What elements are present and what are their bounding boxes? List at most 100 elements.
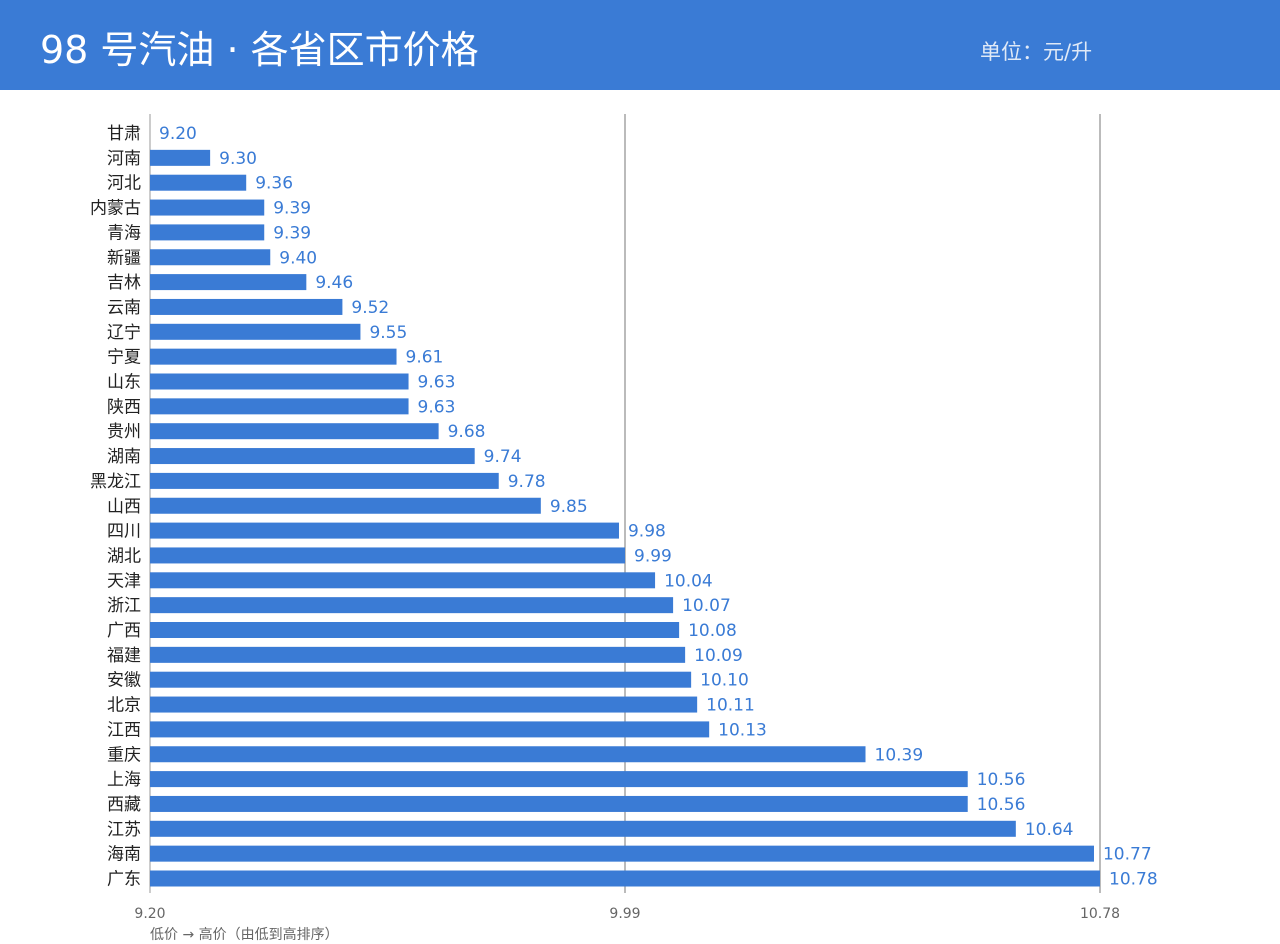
category-label: 河北 — [107, 174, 141, 194]
value-label: 9.39 — [273, 199, 311, 219]
bar — [150, 298, 343, 315]
bar — [150, 472, 499, 489]
value-label: 9.52 — [351, 298, 389, 318]
x-tick-label: 9.20 — [134, 906, 165, 922]
category-label: 天津 — [107, 571, 141, 591]
value-label: 10.39 — [875, 745, 924, 765]
value-label: 9.78 — [508, 472, 546, 492]
bar — [150, 522, 619, 539]
category-label: 四川 — [107, 522, 141, 542]
bar — [150, 572, 656, 589]
x-tick-label: 10.78 — [1080, 906, 1120, 922]
bar — [150, 597, 674, 614]
bar — [150, 671, 692, 688]
value-label: 9.20 — [159, 124, 197, 144]
category-label: 湖南 — [107, 447, 141, 467]
value-label: 9.30 — [219, 149, 257, 169]
bar — [150, 373, 409, 390]
value-label: 9.68 — [448, 422, 486, 442]
category-label: 海南 — [107, 845, 141, 865]
sort-footnote: 低价 → 高价（由低到高排序） — [150, 927, 339, 943]
value-label: 10.11 — [706, 696, 755, 716]
value-label: 10.56 — [977, 770, 1026, 790]
category-label: 上海 — [107, 770, 141, 790]
category-label: 贵州 — [107, 422, 141, 442]
bar — [150, 746, 866, 763]
bar — [150, 274, 307, 291]
page-title: 98 号汽油 · 各省区市价格 — [40, 28, 479, 72]
bar — [150, 696, 698, 713]
category-label: 甘肃 — [107, 124, 141, 144]
label-layer: 甘肃 9.20 河南 9.30 河北 9.36 内蒙古 9.39 青海 9.39 新疆 9.40 吉林 9… — [90, 124, 1158, 890]
value-label: 10.56 — [977, 795, 1026, 815]
bar — [150, 795, 968, 812]
category-label: 陕西 — [107, 397, 141, 417]
value-label: 10.10 — [700, 671, 749, 691]
x-tick-label: 9.99 — [609, 906, 640, 922]
category-label: 青海 — [107, 223, 141, 243]
bar — [150, 646, 686, 663]
category-label: 内蒙古 — [90, 199, 141, 219]
value-label: 9.40 — [279, 248, 317, 268]
value-label: 10.64 — [1025, 820, 1074, 840]
value-label: 10.78 — [1109, 870, 1158, 890]
category-label: 江西 — [107, 720, 141, 740]
bar — [150, 398, 409, 415]
category-label: 河南 — [107, 149, 141, 169]
value-label: 10.08 — [688, 621, 737, 641]
category-label: 浙江 — [107, 596, 141, 616]
category-label: 广西 — [107, 621, 141, 641]
category-label: 广东 — [107, 870, 141, 890]
category-label: 安徽 — [107, 671, 141, 691]
bar — [150, 249, 271, 266]
value-label: 10.09 — [694, 646, 743, 666]
tick-layer: 9.20 9.99 10.78 — [134, 906, 1120, 922]
bar — [150, 323, 361, 340]
bar — [150, 721, 710, 738]
category-label: 北京 — [107, 696, 141, 716]
value-label: 10.04 — [664, 571, 713, 591]
value-label: 10.13 — [718, 720, 767, 740]
bar — [150, 348, 397, 365]
category-label: 云南 — [107, 298, 141, 318]
category-label: 山西 — [107, 497, 141, 517]
value-label: 9.74 — [484, 447, 522, 467]
category-label: 宁夏 — [107, 348, 141, 368]
value-label: 9.99 — [634, 546, 672, 566]
bar — [150, 423, 439, 440]
header-bar: 98 号汽油 · 各省区市价格 单位：元/升 — [0, 0, 1280, 90]
category-label: 新疆 — [107, 248, 141, 268]
value-label: 9.46 — [315, 273, 353, 293]
value-label: 10.77 — [1103, 845, 1152, 865]
value-label: 9.39 — [273, 223, 311, 243]
bar — [150, 870, 1100, 887]
value-label: 9.63 — [418, 397, 456, 417]
bar — [150, 224, 265, 241]
category-label: 辽宁 — [107, 323, 141, 343]
bar — [150, 448, 475, 465]
bar — [150, 820, 1016, 837]
category-label: 福建 — [107, 646, 141, 666]
category-label: 湖北 — [107, 546, 141, 566]
value-label: 9.85 — [550, 497, 588, 517]
bar — [150, 199, 265, 216]
value-label: 10.07 — [682, 596, 731, 616]
value-label: 9.36 — [255, 174, 293, 194]
category-label: 吉林 — [107, 273, 141, 293]
bar — [150, 845, 1094, 862]
bar — [150, 174, 247, 191]
bar — [150, 771, 968, 788]
value-label: 9.63 — [418, 373, 456, 393]
category-label: 重庆 — [107, 745, 141, 765]
unit-label: 单位：元/升 — [980, 40, 1093, 64]
category-label: 山东 — [107, 373, 141, 393]
bar — [150, 497, 541, 514]
value-label: 9.55 — [369, 323, 407, 343]
category-label: 黑龙江 — [90, 472, 141, 492]
bar — [150, 622, 680, 638]
bar — [150, 149, 211, 166]
category-label: 江苏 — [107, 820, 141, 840]
value-label: 9.61 — [406, 348, 444, 368]
bar — [150, 547, 625, 564]
